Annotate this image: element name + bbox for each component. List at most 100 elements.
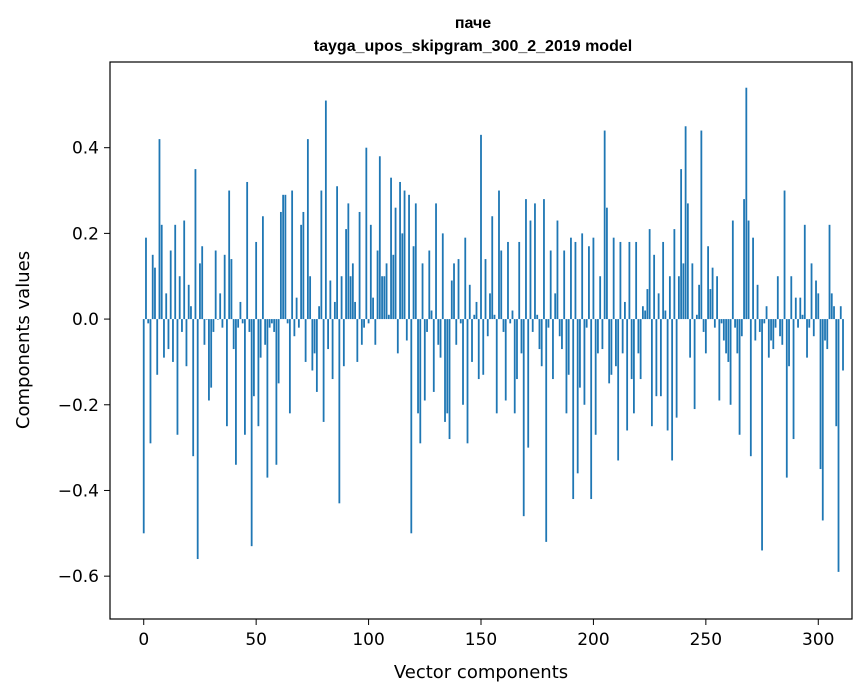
bar-296 bbox=[808, 319, 811, 328]
bar-291 bbox=[797, 319, 799, 328]
bar-242 bbox=[686, 203, 689, 320]
bar-78 bbox=[318, 306, 321, 320]
bar-176 bbox=[538, 319, 541, 350]
bar-1 bbox=[145, 237, 147, 320]
bar-256 bbox=[718, 319, 721, 401]
bar-128 bbox=[430, 310, 433, 320]
bar-303 bbox=[824, 319, 826, 341]
bar-34 bbox=[219, 293, 222, 320]
bar-76 bbox=[313, 319, 316, 354]
bar-83 bbox=[329, 280, 332, 320]
bar-37 bbox=[226, 319, 228, 427]
bar-102 bbox=[372, 297, 374, 320]
bar-181 bbox=[549, 250, 552, 320]
bar-42 bbox=[237, 319, 240, 328]
bar-275 bbox=[761, 319, 763, 551]
bar-53 bbox=[262, 216, 264, 320]
bar-139 bbox=[455, 319, 458, 345]
bar-66 bbox=[291, 190, 294, 320]
bar-287 bbox=[788, 319, 790, 367]
bar-293 bbox=[801, 314, 804, 320]
bar-223 bbox=[644, 310, 647, 320]
y-tick-label: 0.4 bbox=[72, 139, 99, 159]
bar-77 bbox=[315, 319, 318, 392]
bar-226 bbox=[650, 319, 653, 427]
bar-150 bbox=[480, 134, 482, 320]
bar-40 bbox=[232, 319, 235, 350]
bar-233 bbox=[666, 319, 669, 431]
bar-27 bbox=[203, 319, 206, 345]
bar-0 bbox=[142, 319, 145, 534]
bar-215 bbox=[626, 319, 629, 431]
bar-151 bbox=[482, 319, 485, 375]
chart-subtitle: tayga_upos_skipgram_300_2_2019 model bbox=[314, 38, 632, 55]
bar-247 bbox=[698, 284, 700, 320]
bar-219 bbox=[635, 241, 638, 320]
bar-240 bbox=[682, 263, 685, 320]
y-tick-label: −0.4 bbox=[58, 481, 99, 501]
bar-29 bbox=[208, 319, 210, 401]
bar-302 bbox=[821, 319, 824, 521]
bar-68 bbox=[295, 297, 298, 320]
bar-135 bbox=[446, 319, 449, 414]
bar-124 bbox=[421, 263, 424, 320]
bar-230 bbox=[659, 319, 662, 397]
bar-35 bbox=[221, 319, 224, 328]
bar-301 bbox=[819, 319, 822, 470]
y-tick-label: −0.6 bbox=[58, 567, 99, 587]
bar-264 bbox=[736, 319, 739, 354]
bar-96 bbox=[358, 211, 361, 320]
bar-125 bbox=[423, 319, 426, 401]
bar-237 bbox=[675, 319, 678, 418]
bar-216 bbox=[628, 241, 631, 320]
bar-187 bbox=[563, 250, 566, 320]
bar-191 bbox=[572, 319, 575, 500]
bar-241 bbox=[684, 126, 687, 320]
bar-149 bbox=[477, 319, 480, 380]
bar-156 bbox=[493, 314, 496, 320]
bar-265 bbox=[738, 319, 741, 435]
bar-204 bbox=[601, 319, 604, 350]
bar-182 bbox=[552, 319, 554, 380]
bar-14 bbox=[174, 224, 177, 320]
bar-284 bbox=[781, 319, 784, 345]
bar-51 bbox=[257, 319, 260, 427]
bar-277 bbox=[765, 306, 768, 320]
bar-276 bbox=[763, 319, 766, 324]
bar-269 bbox=[747, 220, 750, 320]
bar-194 bbox=[579, 319, 581, 388]
bar-306 bbox=[830, 293, 833, 320]
bar-134 bbox=[444, 319, 446, 422]
bar-73 bbox=[306, 139, 309, 320]
bar-108 bbox=[385, 263, 388, 320]
bar-99 bbox=[365, 147, 368, 320]
bar-258 bbox=[722, 319, 725, 341]
bar-15 bbox=[176, 319, 179, 435]
bar-9 bbox=[163, 319, 165, 358]
bar-274 bbox=[758, 319, 761, 332]
bar-122 bbox=[417, 319, 419, 414]
bar-90 bbox=[345, 229, 347, 320]
bar-155 bbox=[491, 216, 494, 320]
bar-69 bbox=[297, 319, 300, 328]
bar-110 bbox=[390, 177, 392, 320]
bar-278 bbox=[767, 319, 770, 358]
bar-221 bbox=[639, 319, 642, 380]
bar-111 bbox=[392, 254, 395, 320]
bar-214 bbox=[624, 301, 626, 320]
bar-93 bbox=[351, 263, 354, 320]
bar-48 bbox=[250, 319, 253, 547]
bar-26 bbox=[201, 246, 204, 320]
bar-290 bbox=[794, 297, 797, 320]
bar-43 bbox=[239, 301, 242, 320]
bar-101 bbox=[369, 224, 372, 320]
bar-160 bbox=[502, 319, 505, 332]
bar-185 bbox=[558, 319, 561, 337]
bar-31 bbox=[212, 319, 215, 332]
bar-186 bbox=[561, 319, 563, 350]
bar-298 bbox=[812, 319, 815, 337]
y-tick-label: 0.0 bbox=[72, 310, 99, 330]
y-tick-label: −0.2 bbox=[58, 396, 99, 416]
bar-7 bbox=[158, 139, 161, 320]
